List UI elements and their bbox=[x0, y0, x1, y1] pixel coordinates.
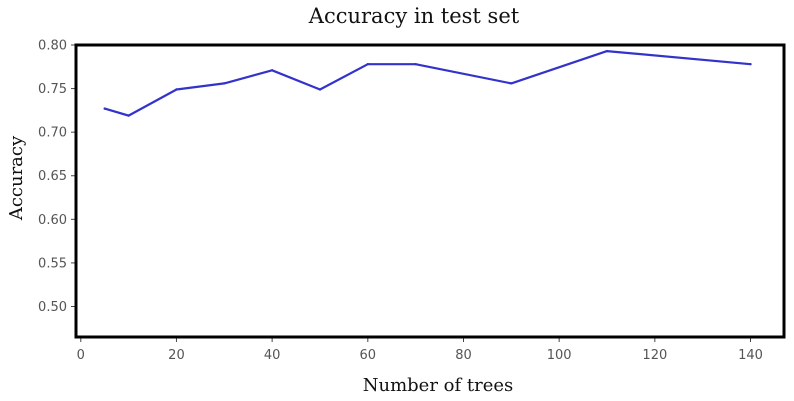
data-point bbox=[749, 62, 752, 66]
data-point bbox=[223, 82, 226, 85]
y-tick-label: 0.60 bbox=[38, 213, 67, 228]
x-tick-label: 120 bbox=[642, 348, 667, 363]
y-tick-label: 0.55 bbox=[38, 256, 67, 271]
y-axis-label: Accuracy bbox=[6, 135, 27, 221]
data-point bbox=[318, 88, 322, 91]
x-tick-label: 20 bbox=[168, 348, 185, 363]
plot-area-frame bbox=[74, 43, 786, 339]
data-point bbox=[366, 62, 370, 66]
chart-title: Accuracy in test set bbox=[308, 4, 520, 28]
accuracy-series-line bbox=[104, 49, 751, 117]
data-point bbox=[605, 49, 609, 53]
y-tick-label: 0.50 bbox=[38, 300, 67, 315]
x-axis-label: Number of trees bbox=[363, 375, 514, 396]
data-point bbox=[510, 82, 513, 85]
x-tick-label: 0 bbox=[77, 348, 85, 363]
series-layer bbox=[103, 49, 752, 117]
data-point bbox=[175, 88, 178, 91]
x-tick-label: 80 bbox=[455, 348, 472, 363]
x-axis-ticks: 0 20 40 60 80 100 120 140 bbox=[77, 337, 763, 363]
x-tick-label: 100 bbox=[547, 348, 572, 363]
x-tick-label: 40 bbox=[264, 348, 281, 363]
x-tick-label: 140 bbox=[738, 348, 763, 363]
y-axis-ticks: 0.50 0.55 0.60 0.65 0.70 0.75 0.80 bbox=[38, 39, 76, 315]
data-point bbox=[270, 69, 274, 72]
data-point bbox=[127, 114, 130, 117]
x-tick-label: 60 bbox=[360, 348, 377, 363]
y-tick-label: 0.75 bbox=[38, 82, 67, 97]
data-point bbox=[103, 107, 106, 110]
y-tick-label: 0.65 bbox=[38, 169, 67, 184]
y-tick-label: 0.70 bbox=[38, 126, 67, 141]
data-point bbox=[414, 62, 417, 66]
y-tick-label: 0.80 bbox=[38, 39, 67, 54]
